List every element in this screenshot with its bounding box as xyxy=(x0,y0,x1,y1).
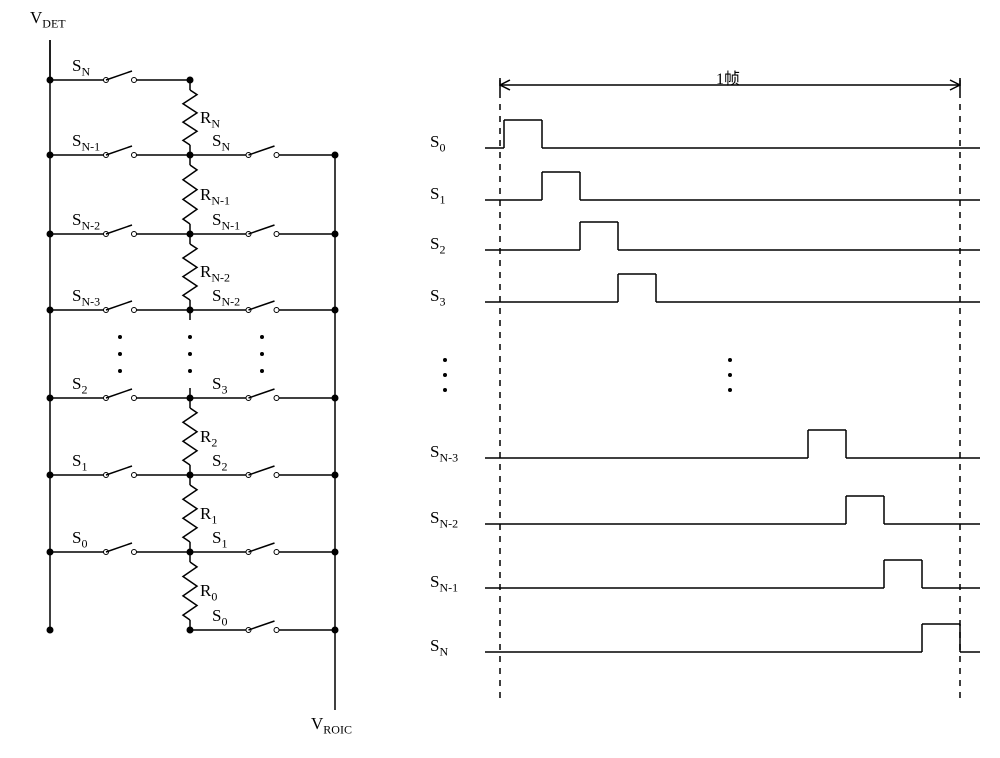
timing-label-S_N-1: SN-1 xyxy=(430,572,458,595)
label-R_N-1: RN-1 xyxy=(200,185,230,208)
label-R_N-2: RN-2 xyxy=(200,262,230,285)
label-left-S_2: S2 xyxy=(72,374,87,397)
label-left-S_N-3: SN-3 xyxy=(72,286,100,309)
timing-label-S_N-2: SN-2 xyxy=(430,508,458,531)
timing-label-S_N-3: SN-3 xyxy=(430,442,458,465)
timing-label-S_N: SN xyxy=(430,636,448,659)
label-right-S_N-1: SN-1 xyxy=(212,210,240,233)
label-R_2: R2 xyxy=(200,427,217,450)
frame-label: 1帧 xyxy=(716,65,740,89)
label-left-S_N-2: SN-2 xyxy=(72,210,100,233)
label-left-S_1: S1 xyxy=(72,451,87,474)
label-left-S_N: SN xyxy=(72,56,90,79)
label-R_1: R1 xyxy=(200,504,217,527)
label-right-S_0: S0 xyxy=(212,606,227,629)
label-R_0: R0 xyxy=(200,581,217,604)
label-vroic: VROIC xyxy=(311,714,352,737)
label-left-S_0: S0 xyxy=(72,528,87,551)
label-right-S_N: SN xyxy=(212,131,230,154)
label-vdet: VDET xyxy=(30,8,66,31)
label-left-S_N-1: SN-1 xyxy=(72,131,100,154)
label-right-S_N-2: SN-2 xyxy=(212,286,240,309)
timing-label-S_3: S3 xyxy=(430,286,445,309)
timing-label-S_0: S0 xyxy=(430,132,445,155)
label-right-S_2: S2 xyxy=(212,451,227,474)
timing-label-S_1: S1 xyxy=(430,184,445,207)
timing-label-S_2: S2 xyxy=(430,234,445,257)
label-right-S_1: S1 xyxy=(212,528,227,551)
label-right-S_3: S3 xyxy=(212,374,227,397)
label-R_N: RN xyxy=(200,108,220,131)
